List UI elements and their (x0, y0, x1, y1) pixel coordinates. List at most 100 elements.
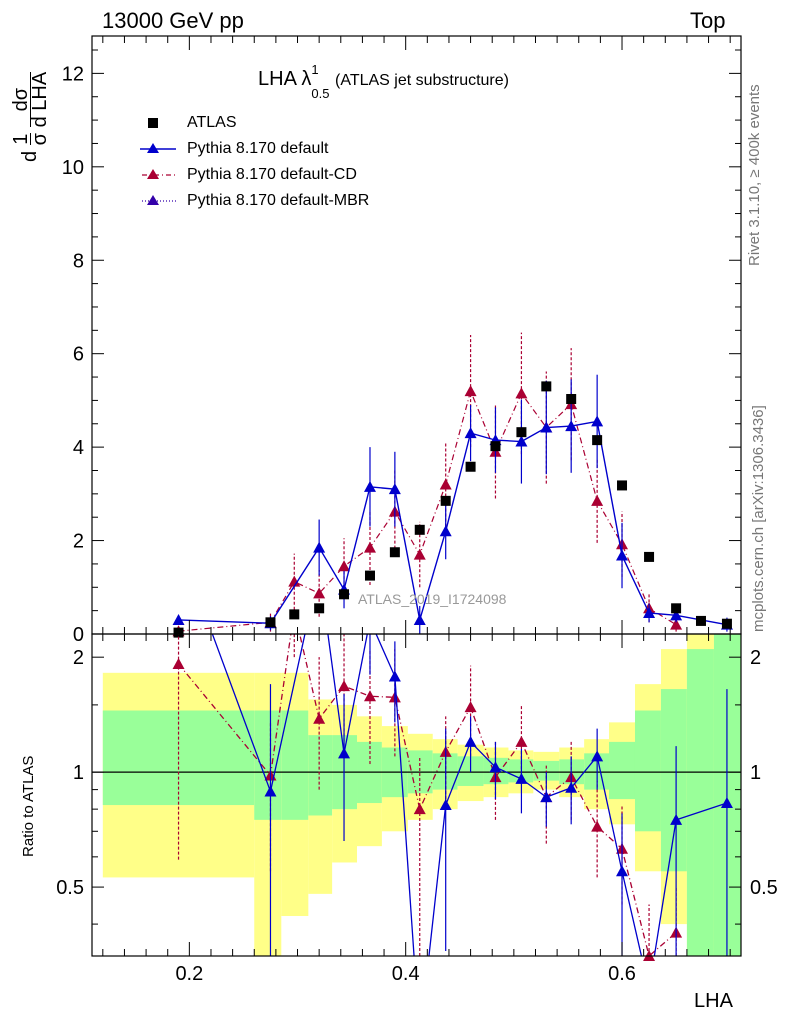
legend-label-default: Pythia 8.170 default (187, 140, 329, 157)
atlas-point (173, 627, 184, 638)
chart-title: LHA λ 1 0.5 (ATLAS jet substructure) (258, 62, 509, 101)
atlas-point (644, 551, 655, 562)
title-sup: 1 (311, 62, 319, 77)
default-point (565, 420, 578, 432)
ylabel-pre-den: σ (29, 132, 51, 146)
ratio-y-tick-label-right: 1 (750, 762, 761, 784)
atlas-point (339, 589, 350, 600)
default-point (363, 480, 376, 492)
title-sub: 0.5 (311, 86, 330, 101)
main-y-tick-label: 4 (73, 437, 84, 459)
side-version: Rivet 3.1.10, ≥ 400k events (746, 84, 763, 266)
default-point (313, 541, 326, 553)
cd-ratio-point (515, 735, 528, 747)
legend-marker-default (147, 143, 159, 153)
ratio-y-tick-label: 1 (73, 762, 84, 784)
legend-symbols (140, 118, 176, 205)
default-ratio-point (616, 865, 629, 877)
cd-point (670, 618, 683, 630)
ratio-y-tick-label-right: 2 (750, 647, 761, 669)
default-point (388, 483, 401, 495)
default-ratio-point (388, 670, 401, 682)
atlas-point (440, 495, 451, 506)
header-right: Top (690, 8, 726, 33)
default-ratio-point (720, 797, 733, 809)
legend-label-mbr: Pythia 8.170 default-MBR (187, 192, 370, 209)
cd-point (515, 387, 528, 399)
side-site: mcplots.cern.ch [arXiv:1306.3436] (750, 405, 767, 632)
cd-point (363, 541, 376, 553)
main-panel (172, 332, 733, 638)
default-ratio-point (464, 735, 477, 747)
default-point (643, 606, 656, 618)
atlas-point (695, 615, 706, 626)
default-ratio-point (515, 772, 528, 784)
ratio-band-inner (686, 649, 714, 956)
cd-point (439, 478, 452, 490)
atlas-point (465, 461, 476, 472)
atlas-point (265, 617, 276, 628)
default-point (172, 613, 185, 625)
default-point (439, 525, 452, 537)
default-point (413, 613, 426, 625)
default-point (670, 609, 683, 621)
cd-point (338, 560, 351, 572)
cd-point (464, 385, 477, 397)
legend-marker-mbr (147, 195, 159, 205)
default-ratio-point (540, 791, 553, 803)
ratio-y-label: Ratio to ATLAS (20, 755, 37, 857)
default-ratio-point (264, 785, 277, 797)
atlas-point (671, 603, 682, 614)
atlas-point (541, 381, 552, 392)
default-point (591, 415, 604, 427)
ylabel-d: d (19, 150, 41, 162)
ratio-bands (102, 634, 741, 956)
main-y-tick-label: 12 (62, 63, 84, 85)
legend-marker-cd (147, 169, 159, 179)
cd-point (288, 575, 301, 587)
header-left: 13000 GeV pp (102, 8, 244, 33)
ratio-band-inner (308, 735, 333, 816)
analysis-watermark: ATLAS_2019_I1724098 (358, 591, 507, 607)
atlas-point (490, 441, 501, 452)
legend-label-atlas: ATLAS (187, 114, 237, 131)
default-ratio-point (565, 781, 578, 793)
atlas-point (364, 570, 375, 581)
cd-ratio-point (172, 657, 185, 669)
ratio-y-tick-label: 0.5 (56, 877, 84, 899)
atlas-point (592, 435, 603, 446)
cd-ratio-point (464, 701, 477, 713)
legend-label-cd: Pythia 8.170 default-CD (187, 166, 357, 183)
main-y-label: d 1 σ dσ d LHA (10, 71, 51, 162)
title-main: LHA λ (258, 68, 312, 90)
default-ratio-point (670, 813, 683, 825)
atlas-point (389, 547, 400, 558)
main-y-tick-label: 10 (62, 157, 84, 179)
atlas-point (289, 609, 300, 620)
atlas-point (566, 394, 577, 405)
main-y-tick-label: 8 (73, 250, 84, 272)
cd-ratio-point (338, 680, 351, 692)
default-point (515, 435, 528, 447)
legend-marker-atlas (148, 118, 158, 128)
atlas-point (617, 480, 628, 491)
default-point (540, 421, 553, 433)
default-point (616, 549, 629, 561)
default-ratio-point (338, 747, 351, 759)
legend: ATLAS Pythia 8.170 default Pythia 8.170 … (140, 112, 420, 222)
cd-ratio-point (413, 803, 426, 815)
x-tick-label: 0.4 (392, 963, 420, 985)
main-y-tick-label: 2 (73, 531, 84, 553)
x-tick-label: 0.2 (175, 963, 203, 985)
default-ratio-point (591, 750, 604, 762)
atlas-point (414, 524, 425, 535)
atlas-point (516, 427, 527, 438)
cd-point (313, 587, 326, 599)
default-point (464, 427, 477, 439)
default-series-line (178, 420, 728, 626)
cd-ratio-point (313, 712, 326, 724)
ratio-band-inner (660, 689, 687, 872)
atlas-point (721, 618, 732, 629)
x-tick-label: 0.6 (608, 963, 636, 985)
